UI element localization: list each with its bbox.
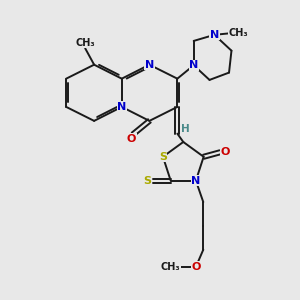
Text: CH₃: CH₃ [161,262,180,272]
Text: O: O [221,147,230,157]
Text: O: O [127,134,136,144]
Text: N: N [191,176,200,186]
Text: S: S [143,176,152,186]
Text: S: S [159,152,167,162]
Text: CH₃: CH₃ [75,38,95,48]
Text: H: H [181,124,190,134]
Text: N: N [189,60,198,70]
Text: CH₃: CH₃ [228,28,248,38]
Text: N: N [210,30,219,40]
Text: N: N [117,102,126,112]
Text: O: O [191,262,201,272]
Text: N: N [145,60,154,70]
